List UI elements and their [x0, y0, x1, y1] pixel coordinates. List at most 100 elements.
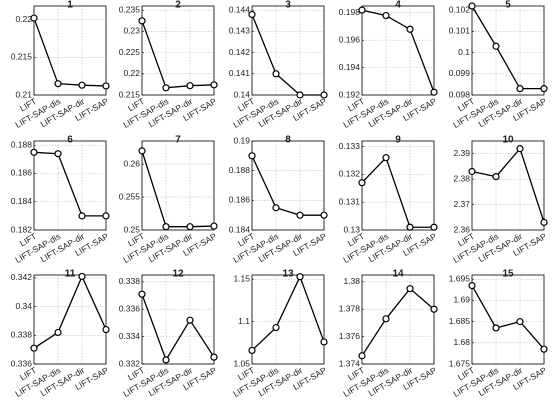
y-tick-label: 0.141	[229, 68, 251, 78]
marker	[296, 273, 304, 281]
plot-frame	[471, 274, 545, 365]
y-tick-label: 0.342	[11, 272, 33, 282]
marker	[210, 353, 218, 361]
y-tick-label: 0.182	[11, 224, 33, 234]
y-tick-label: 0.132	[339, 169, 361, 179]
chart-title: 1	[67, 0, 73, 11]
marker	[248, 10, 256, 19]
y-tick-label: 0.192	[339, 89, 361, 99]
marker	[272, 204, 280, 212]
line	[361, 156, 434, 228]
marker	[540, 345, 548, 353]
plot-frame	[141, 140, 215, 231]
line	[361, 287, 435, 357]
y-tick-label: 0.102	[449, 4, 471, 14]
marker	[358, 6, 366, 14]
y-tick-label: 0.338	[119, 276, 141, 286]
line	[251, 155, 324, 216]
chart-title: 13	[282, 269, 294, 280]
subplot: 1.6751.681.6851.691.695LIFTLIFT-SAP-disL…	[449, 269, 549, 399]
marker	[138, 290, 146, 298]
plot-frame	[361, 5, 435, 96]
y-tick-label: 0.25	[123, 224, 140, 234]
marker	[54, 150, 62, 158]
marker	[358, 352, 366, 360]
marker	[30, 148, 38, 156]
y-tick-label: 0.215	[119, 89, 141, 99]
marker	[358, 179, 366, 187]
line	[251, 275, 325, 351]
y-tick-label: 0.196	[339, 34, 361, 44]
subplot: 0.130.1310.1320.133LIFTLIFT-SAP-disLIFT-…	[339, 135, 439, 265]
marker	[78, 81, 86, 89]
marker	[382, 154, 390, 162]
y-tick-label: 0.13	[343, 224, 360, 234]
plot-frame	[33, 140, 107, 231]
marker	[516, 145, 524, 153]
y-tick-label: 0.098	[449, 89, 471, 99]
marker	[468, 167, 476, 176]
plot-frame	[33, 5, 107, 96]
line	[251, 14, 324, 96]
marker	[406, 285, 414, 293]
marker	[540, 85, 548, 93]
plot-frame	[251, 274, 325, 365]
y-tick-label: 1.38	[343, 276, 360, 286]
y-tick-label: 0.22	[15, 14, 32, 24]
marker	[468, 281, 476, 290]
chart-title: 7	[175, 135, 181, 146]
y-tick-label: 0.332	[119, 358, 141, 368]
marker	[54, 328, 62, 337]
y-tick-label: 0.184	[229, 224, 251, 234]
y-tick-label: 1.376	[339, 331, 361, 341]
y-tick-label: 1.675	[449, 358, 471, 368]
y-tick-label: 0.188	[229, 165, 251, 175]
plot-frame	[471, 140, 545, 231]
chart-title: 8	[285, 135, 291, 146]
marker	[162, 84, 170, 92]
marker	[320, 211, 328, 219]
y-tick-label: 0.21	[15, 89, 32, 99]
y-tick-label: 0.194	[339, 62, 361, 72]
plot-frame	[141, 274, 215, 365]
y-tick-label: 0.143	[229, 26, 251, 36]
y-tick-label: 0.099	[449, 68, 471, 78]
subplot: 0.250.2550.26LIFTLIFT-SAP-disLIFT-SAP-di…	[119, 135, 219, 265]
marker	[272, 323, 280, 332]
subplot: 0.0980.0990.10.1010.102LIFTLIFT-SAP-disL…	[449, 0, 549, 130]
line	[33, 151, 106, 217]
marker	[406, 25, 414, 33]
plot-frame	[471, 5, 545, 96]
y-tick-label: 1.378	[339, 303, 361, 313]
subplot: 1.051.11.15LIFTLIFT-SAP-disLIFT-SAP-dirL…	[231, 269, 328, 399]
y-tick-label: 2.36	[453, 224, 470, 234]
marker	[492, 42, 500, 50]
plot-frame	[251, 140, 325, 231]
marker	[492, 173, 500, 181]
marker	[102, 82, 110, 90]
marker	[320, 91, 328, 99]
y-tick-label: 0.142	[229, 47, 251, 57]
y-tick-label: 1.374	[339, 358, 361, 368]
y-tick-label: 0.198	[339, 7, 361, 17]
marker	[186, 223, 194, 231]
chart-title: 10	[502, 135, 514, 146]
marker	[320, 338, 328, 346]
chart-title: 14	[392, 269, 404, 280]
marker	[186, 316, 194, 324]
marker	[78, 272, 86, 281]
y-tick-label: 1.695	[449, 273, 471, 283]
marker	[468, 2, 476, 10]
chart-title: 9	[395, 135, 401, 146]
subplot: 0.1920.1940.1960.198LIFTLIFT-SAP-disLIFT…	[339, 0, 439, 130]
marker	[382, 11, 390, 20]
y-tick-label: 0.22	[123, 68, 140, 78]
chart-title: 3	[285, 0, 291, 11]
marker	[430, 223, 438, 231]
y-tick-label: 0.186	[11, 168, 33, 178]
y-tick-label: 1.68	[453, 337, 470, 347]
y-tick-label: 2.39	[453, 148, 470, 158]
line	[141, 293, 215, 362]
subplot: 0.3360.3380.340.342LIFTLIFT-SAP-disLIFT-…	[11, 269, 111, 399]
